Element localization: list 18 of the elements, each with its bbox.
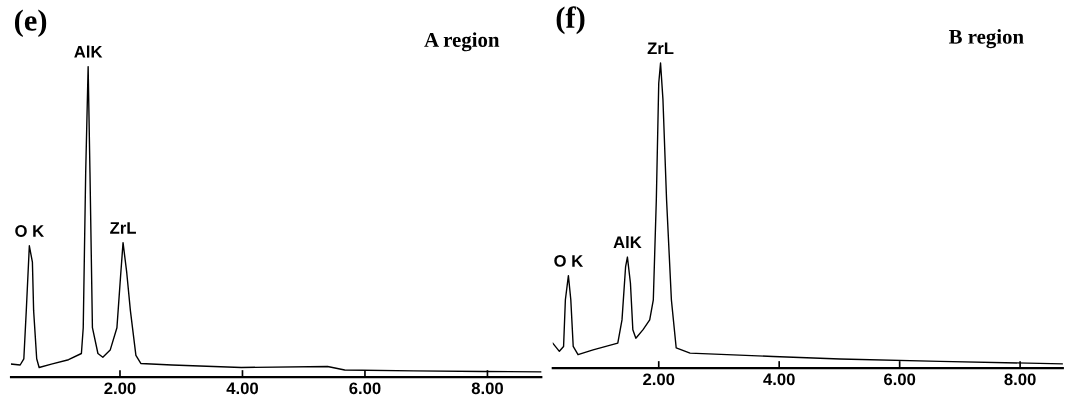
x-tick-label: 6.00 bbox=[884, 373, 916, 386]
x-tick-label: 8.00 bbox=[1004, 373, 1036, 386]
x-tick-label: 4.00 bbox=[763, 373, 795, 386]
x-tick-label: 8.00 bbox=[471, 382, 503, 395]
annotation: O K bbox=[554, 255, 584, 267]
chart-title: (e) bbox=[14, 9, 47, 38]
annotation: AlK bbox=[613, 235, 642, 249]
annotation: O K bbox=[15, 225, 44, 237]
annotation: ZrL bbox=[647, 42, 674, 55]
annotation: ZrL bbox=[110, 222, 136, 234]
text: B region bbox=[948, 29, 1024, 49]
x-tick-label: 4.00 bbox=[226, 382, 259, 395]
x-tick-label: 6.00 bbox=[349, 382, 381, 395]
annotation: AlK bbox=[74, 45, 103, 58]
x-tick-label: 2.00 bbox=[643, 373, 675, 386]
x-tick-label: 2.00 bbox=[104, 382, 136, 395]
chart-title: (f) bbox=[556, 6, 585, 35]
text: A region bbox=[424, 32, 500, 52]
